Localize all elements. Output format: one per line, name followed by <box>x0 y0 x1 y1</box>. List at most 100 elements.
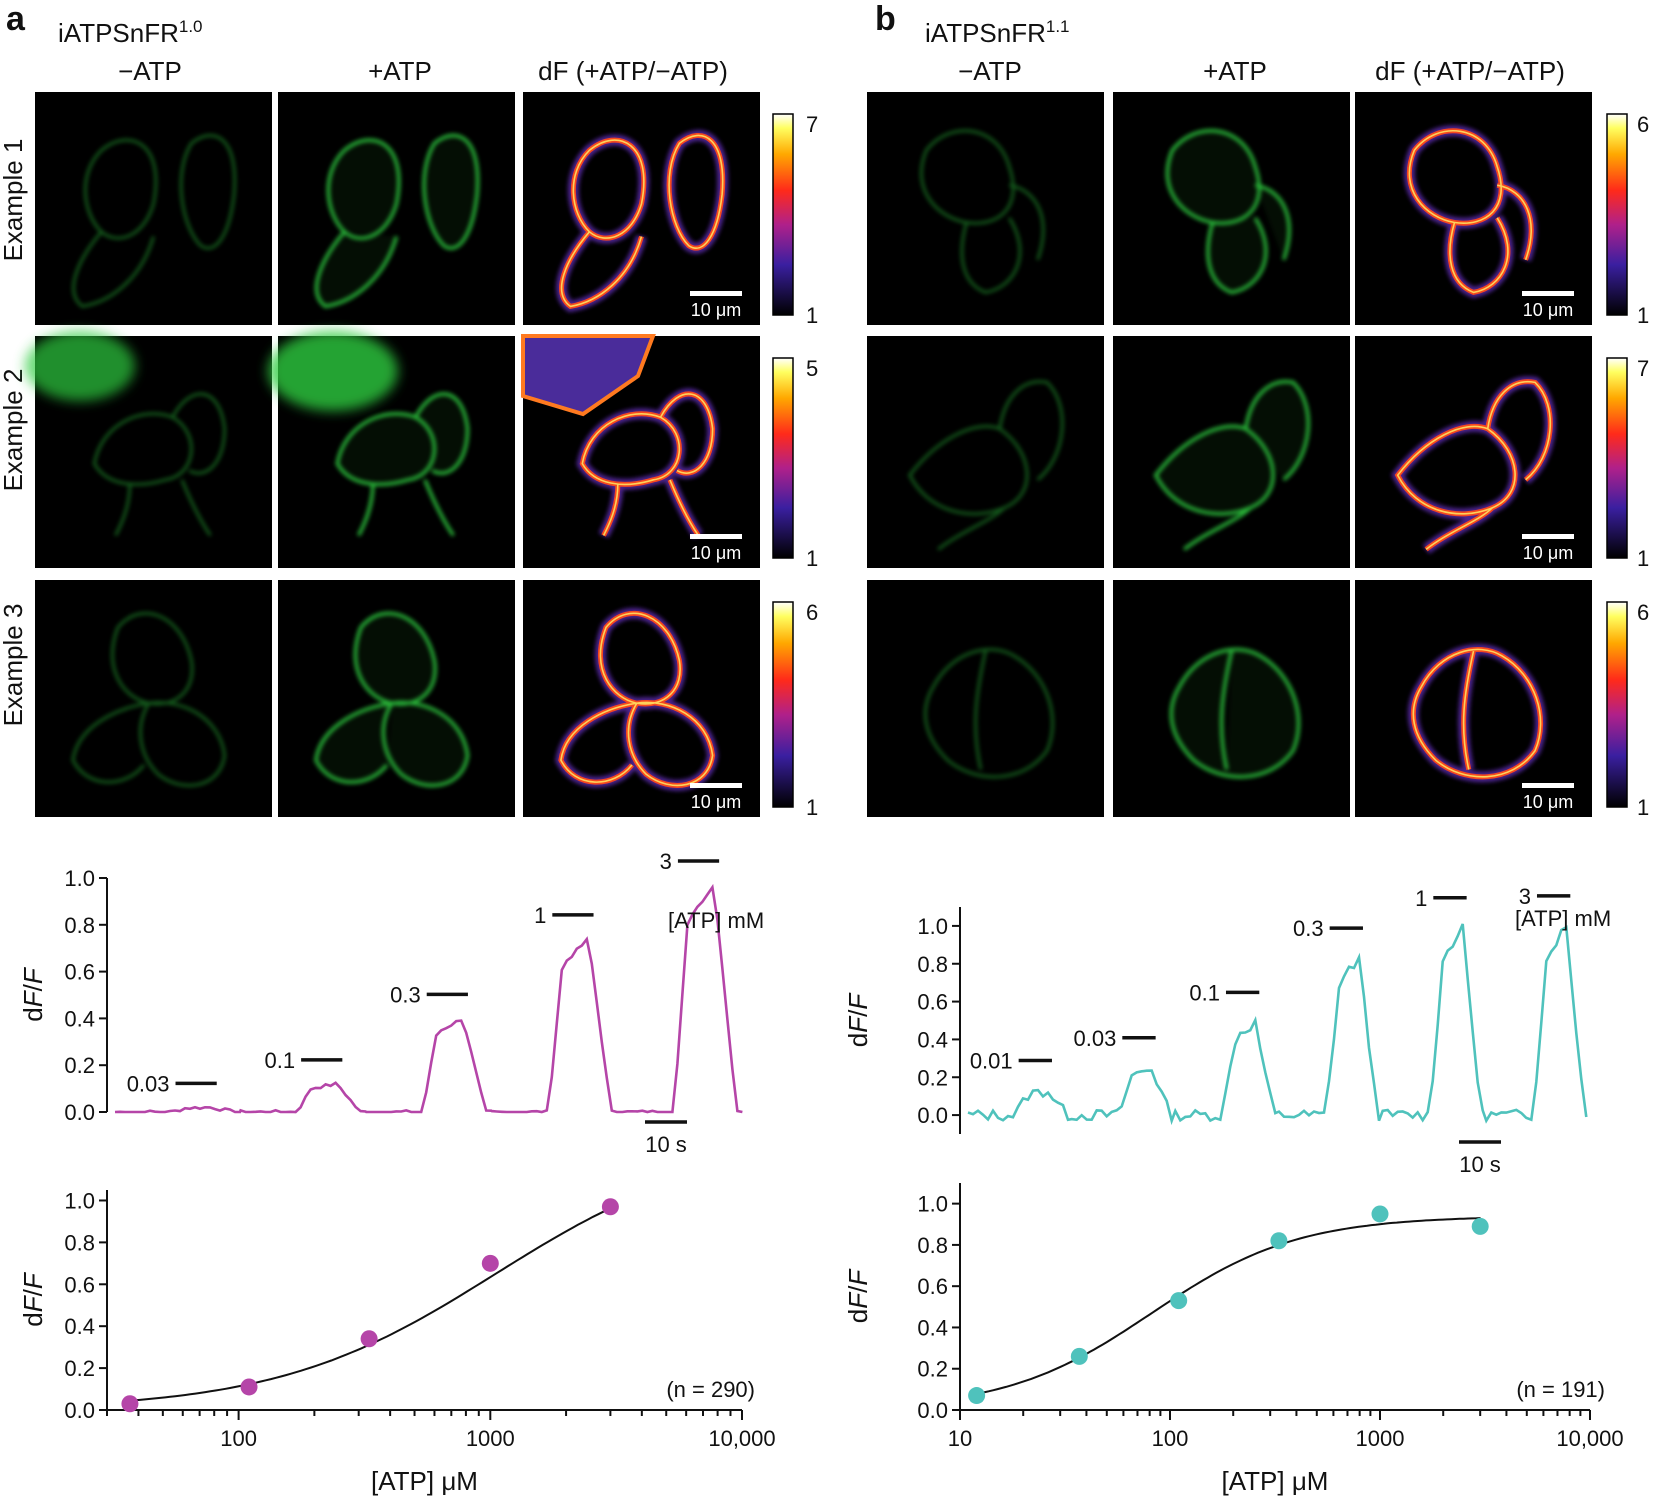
cell-membrane-dim <box>72 133 237 308</box>
colorbar-gradient <box>772 113 794 316</box>
col-header-minus-atp-b: −ATP <box>958 56 1022 86</box>
scale-bar-label: 10 μm <box>691 792 741 812</box>
image-tile-b-r2-c2 <box>1113 336 1350 568</box>
concentration-label: 3 <box>660 849 672 874</box>
col-header-plus-atp-b: +ATP <box>1203 56 1267 86</box>
panel-letter-a: a <box>6 0 26 38</box>
df-bright-region <box>521 334 656 417</box>
image-tile-b-r2-c1 <box>867 336 1104 568</box>
colorbar-max-label: 6 <box>1637 600 1649 625</box>
y-tick-label: 0.6 <box>64 960 95 985</box>
y-tick-label: 0.2 <box>64 1356 95 1381</box>
y-tick-label: 0.0 <box>64 1100 95 1125</box>
y-tick-label: 0.4 <box>64 1314 95 1339</box>
cell-membrane-dim <box>919 129 1045 294</box>
cell-membrane-dim <box>92 392 227 537</box>
y-tick-label: 0.8 <box>64 913 95 938</box>
image-background <box>1355 336 1592 568</box>
colorbar-a-r1: 71 <box>772 112 818 328</box>
colorbar-min-label: 1 <box>806 795 818 820</box>
n-label: (n = 290) <box>666 1377 755 1402</box>
colorbar-max-label: 6 <box>806 600 818 625</box>
y-tick-label: 1.0 <box>917 1192 948 1217</box>
data-point <box>1270 1232 1288 1250</box>
df-membrane-core <box>1412 648 1542 778</box>
cell-membrane-bright <box>1169 647 1301 779</box>
n-label: (n = 191) <box>1516 1377 1605 1402</box>
bright-cell-blob <box>268 331 398 411</box>
x-tick-label: 100 <box>220 1426 257 1451</box>
cell-membrane-dim <box>907 380 1064 551</box>
legend-text: [ATP] mM <box>668 908 764 933</box>
y-axis-label: dF/F <box>18 966 48 1022</box>
x-axis-label: [ATP] μM <box>1222 1466 1329 1496</box>
y-tick-label: 0.0 <box>917 1103 948 1128</box>
concentration-label: 0.01 <box>970 1048 1013 1073</box>
data-point <box>360 1330 378 1348</box>
scale-bar <box>690 534 742 539</box>
sensor-title-b: iATPSnFR1.1 <box>925 17 1070 48</box>
image-background <box>867 580 1104 817</box>
y-tick-label: 0.4 <box>917 1315 948 1340</box>
colorbar-max-label: 7 <box>1637 356 1649 381</box>
y-tick-label: 0.8 <box>64 1230 95 1255</box>
data-point <box>240 1378 258 1396</box>
image-tile-a-r1-c1 <box>35 92 272 325</box>
data-point <box>601 1198 619 1216</box>
concentration-label: 0.3 <box>1293 916 1324 941</box>
cell-membrane-dim <box>923 648 1055 779</box>
data-point <box>1070 1347 1088 1365</box>
col-header-df-a: dF (+ATP/−ATP) <box>538 56 728 86</box>
time-scale-label: 10 s <box>645 1132 687 1157</box>
cell-membrane-bright <box>314 133 480 309</box>
colorbar-min-label: 1 <box>1637 546 1649 571</box>
concentration-label: 0.1 <box>265 1048 296 1073</box>
data-point <box>1471 1217 1489 1235</box>
image-tile-a-r3-c3: 10 μm <box>523 580 760 817</box>
y-tick-label: 0.4 <box>917 1027 948 1052</box>
scale-bar-label: 10 μm <box>1523 543 1573 563</box>
row-label-example-1: Example 1 <box>0 139 28 262</box>
bright-cell-blob <box>25 331 135 401</box>
df-membrane-core <box>560 134 724 308</box>
data-point <box>481 1254 499 1272</box>
data-point <box>1371 1205 1389 1223</box>
y-tick-label: 0.0 <box>64 1398 95 1423</box>
time-scale-label: 10 s <box>1459 1152 1501 1177</box>
colorbar-gradient <box>772 601 794 808</box>
df-membrane-core <box>1396 380 1552 551</box>
image-tile-b-r3-c1 <box>867 580 1104 817</box>
concentration-label: 0.03 <box>1073 1026 1116 1051</box>
colorbar-a-r2: 51 <box>772 356 818 571</box>
trace-chart-a: 0.0 0.2 0.4 0.6 0.8 1.0 dF/F 0.03 0.1 0.3 1 3 [ATP] … <box>18 849 764 1157</box>
dose-chart-a: 0.0 0.2 0.4 0.6 0.8 1.0 dF/F 100 1000 10,000 [ATP]… <box>18 1188 776 1496</box>
cell-membrane-bright <box>1153 379 1311 551</box>
image-tile-a-r2-c2 <box>268 331 515 568</box>
y-tick-label: 0.4 <box>64 1006 95 1031</box>
concentration-label: 3 <box>1519 884 1531 909</box>
data-point <box>968 1387 986 1405</box>
legend-text: [ATP] mM <box>1515 906 1611 931</box>
y-tick-label: 0.6 <box>917 990 948 1015</box>
colorbar-min-label: 1 <box>806 546 818 571</box>
y-tick-label: 0.6 <box>64 1272 95 1297</box>
cell-membrane-bright <box>1165 129 1291 295</box>
scale-bar <box>1522 534 1574 539</box>
x-tick-label: 1000 <box>466 1426 515 1451</box>
col-header-minus-atp-a: −ATP <box>118 56 182 86</box>
scale-bar <box>690 783 742 788</box>
x-tick-label: 10,000 <box>1556 1426 1623 1451</box>
image-tile-a-r1-c2 <box>278 92 515 325</box>
y-tick-label: 1.0 <box>64 866 95 891</box>
cell-membrane-bright <box>335 392 470 537</box>
scale-bar <box>1522 291 1574 296</box>
colorbar-max-label: 5 <box>806 356 818 381</box>
scale-bar-label: 10 μm <box>1523 300 1573 320</box>
concentration-label: 0.1 <box>1189 980 1220 1005</box>
colorbar-gradient <box>772 357 794 559</box>
trace-line <box>114 883 743 1114</box>
concentration-label: 1 <box>1415 886 1427 911</box>
sensor-title-a: iATPSnFR1.0 <box>58 17 203 48</box>
colorbar-a-r3: 61 <box>772 600 818 820</box>
